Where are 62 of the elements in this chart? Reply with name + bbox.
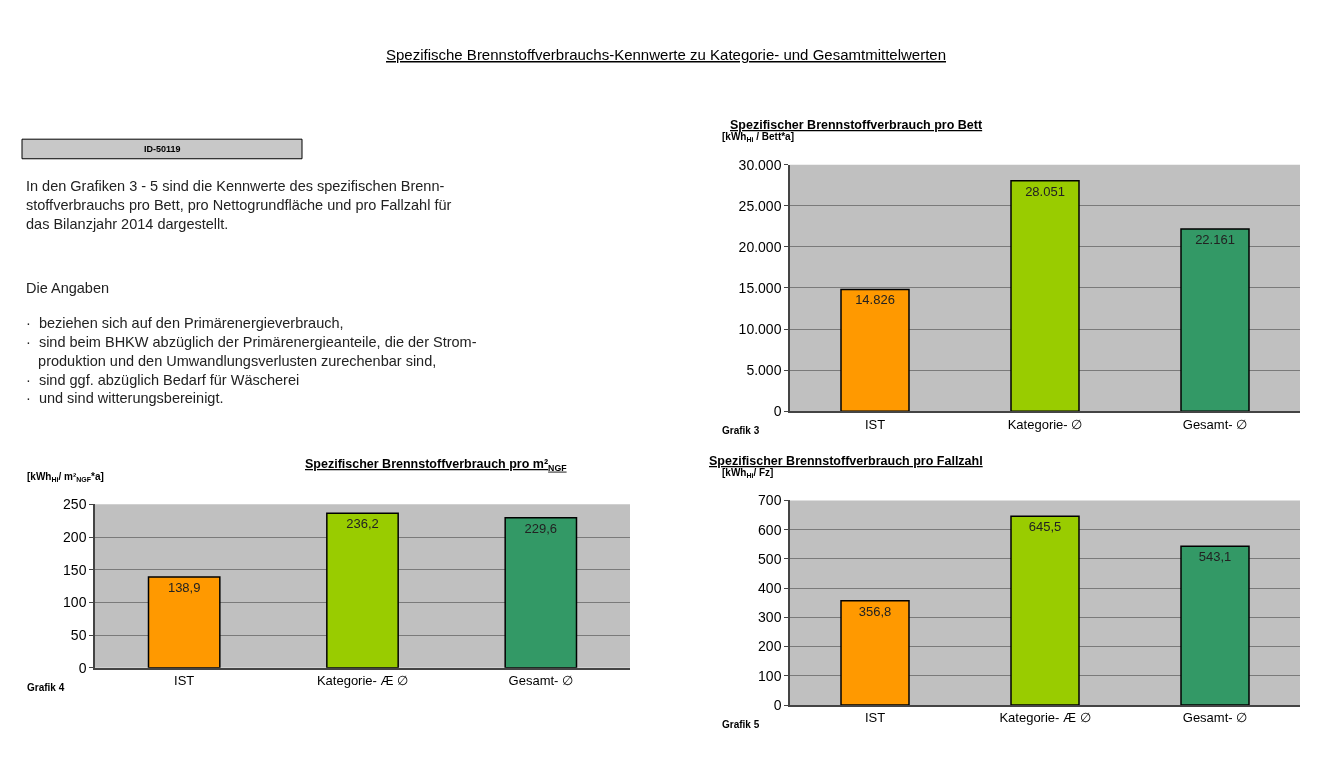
y-axis-title: [kWh$_{Hi}$/ m²$_{NGF}$*a] xyxy=(27,471,104,484)
x-tick-label: Gesamt- ∅ xyxy=(1182,710,1248,726)
x-tick-label: IST xyxy=(864,710,886,726)
data-label: 645,5 xyxy=(1028,519,1062,535)
y-tick-label: 0 xyxy=(773,696,782,713)
text: ID-50119 xyxy=(144,144,181,154)
y-tick-label: 200 xyxy=(758,638,782,655)
y-tick-label: 600 xyxy=(758,521,782,538)
y-tick-label: 150 xyxy=(63,561,87,578)
chart-title: Spezifischer Brennstoffverbrauch pro m²$_{NGF}$ xyxy=(305,457,568,473)
y-tick-label: 15.000 xyxy=(738,279,782,296)
text: Die Angaben xyxy=(26,280,110,296)
data-label: 356,8 xyxy=(858,603,892,619)
data-label: 229,6 xyxy=(524,520,558,536)
x-tick-label: IST xyxy=(174,673,195,689)
y-tick-label: 100 xyxy=(758,667,782,684)
y-tick-label: 200 xyxy=(63,528,87,545)
chart-title: Spezifischer Brennstoffverbrauch pro Fallzahl xyxy=(709,454,983,468)
bar xyxy=(326,512,399,668)
text: Grafik 3 xyxy=(722,425,760,436)
y-tick-label: 0 xyxy=(773,403,782,420)
data-label: 28.051 xyxy=(1025,183,1065,199)
y-tick-label: 0 xyxy=(78,659,87,676)
y-tick-label: 10.000 xyxy=(738,320,782,337)
bar xyxy=(504,516,578,668)
text: Spezifische Brennstoffverbrauchs-Kennwerte zu Kategorie- und Gesamtmittelwerten xyxy=(386,46,947,63)
text: Grafik 5 xyxy=(722,719,760,730)
y-tick-label: 400 xyxy=(758,580,782,596)
y-tick-label: 300 xyxy=(758,609,782,626)
y-tick-label: 30.000 xyxy=(738,156,782,173)
data-label: 14.826 xyxy=(855,292,895,308)
bar xyxy=(1010,179,1080,412)
x-tick-label: Kategorie- Æ ∅ xyxy=(999,710,1091,726)
data-label: 236,2 xyxy=(346,516,379,532)
data-label: 22.161 xyxy=(1195,232,1235,248)
bar xyxy=(1180,228,1250,412)
y-axis-title: [kWh$_{Hi}$ / Bett*a] xyxy=(722,131,795,144)
data-label: 138,9 xyxy=(167,579,201,595)
chart-title: Spezifischer Brennstoffverbrauch pro Bett xyxy=(730,118,983,132)
y-tick-label: 700 xyxy=(758,492,782,509)
bar xyxy=(1010,515,1080,706)
text: In den Grafiken 3 - 5 sind die Kennwerte des spezifischen Brenn- stoffverbrauchs pro Bett, pro Nettogrundfläche und pro Fallzahl für das Bilanzjahr 2014 dargestellt. xyxy=(26,178,452,232)
y-tick-label: 25.000 xyxy=(738,197,782,214)
y-tick-label: 100 xyxy=(63,594,87,611)
y-tick-label: 5.000 xyxy=(746,362,782,379)
y-tick-label: 20.000 xyxy=(738,238,782,255)
data-label: 543,1 xyxy=(1198,549,1232,565)
y-tick-label: 50 xyxy=(70,627,87,644)
x-tick-label: Gesamt- ∅ xyxy=(508,673,574,689)
x-tick-label: Kategorie- ∅ xyxy=(1007,416,1083,432)
y-axis-title: [kWh$_{Hi}$/ Fz] xyxy=(722,467,774,480)
bar xyxy=(840,288,910,412)
y-tick-label: 500 xyxy=(758,550,782,567)
text: Grafik 4 xyxy=(27,682,65,693)
bar xyxy=(147,576,221,668)
text: · beziehen sich auf den Primärenergieverbrauch, · sind beim BHKW abzüglich der Primärenergieanteile, die der Strom- produktion und den Umwandlungsverlusten zurechenbar sind, · sind ggf. abzüglich Bedarf für Wäscherei · und sind witterungsbereinigt. xyxy=(26,315,477,407)
x-tick-label: Kategorie- Æ ∅ xyxy=(316,673,409,689)
x-tick-label: IST xyxy=(864,416,886,432)
y-tick-label: 250 xyxy=(63,496,87,513)
bar xyxy=(840,599,910,706)
x-tick-label: Gesamt- ∅ xyxy=(1182,416,1248,432)
bar xyxy=(1180,545,1250,706)
